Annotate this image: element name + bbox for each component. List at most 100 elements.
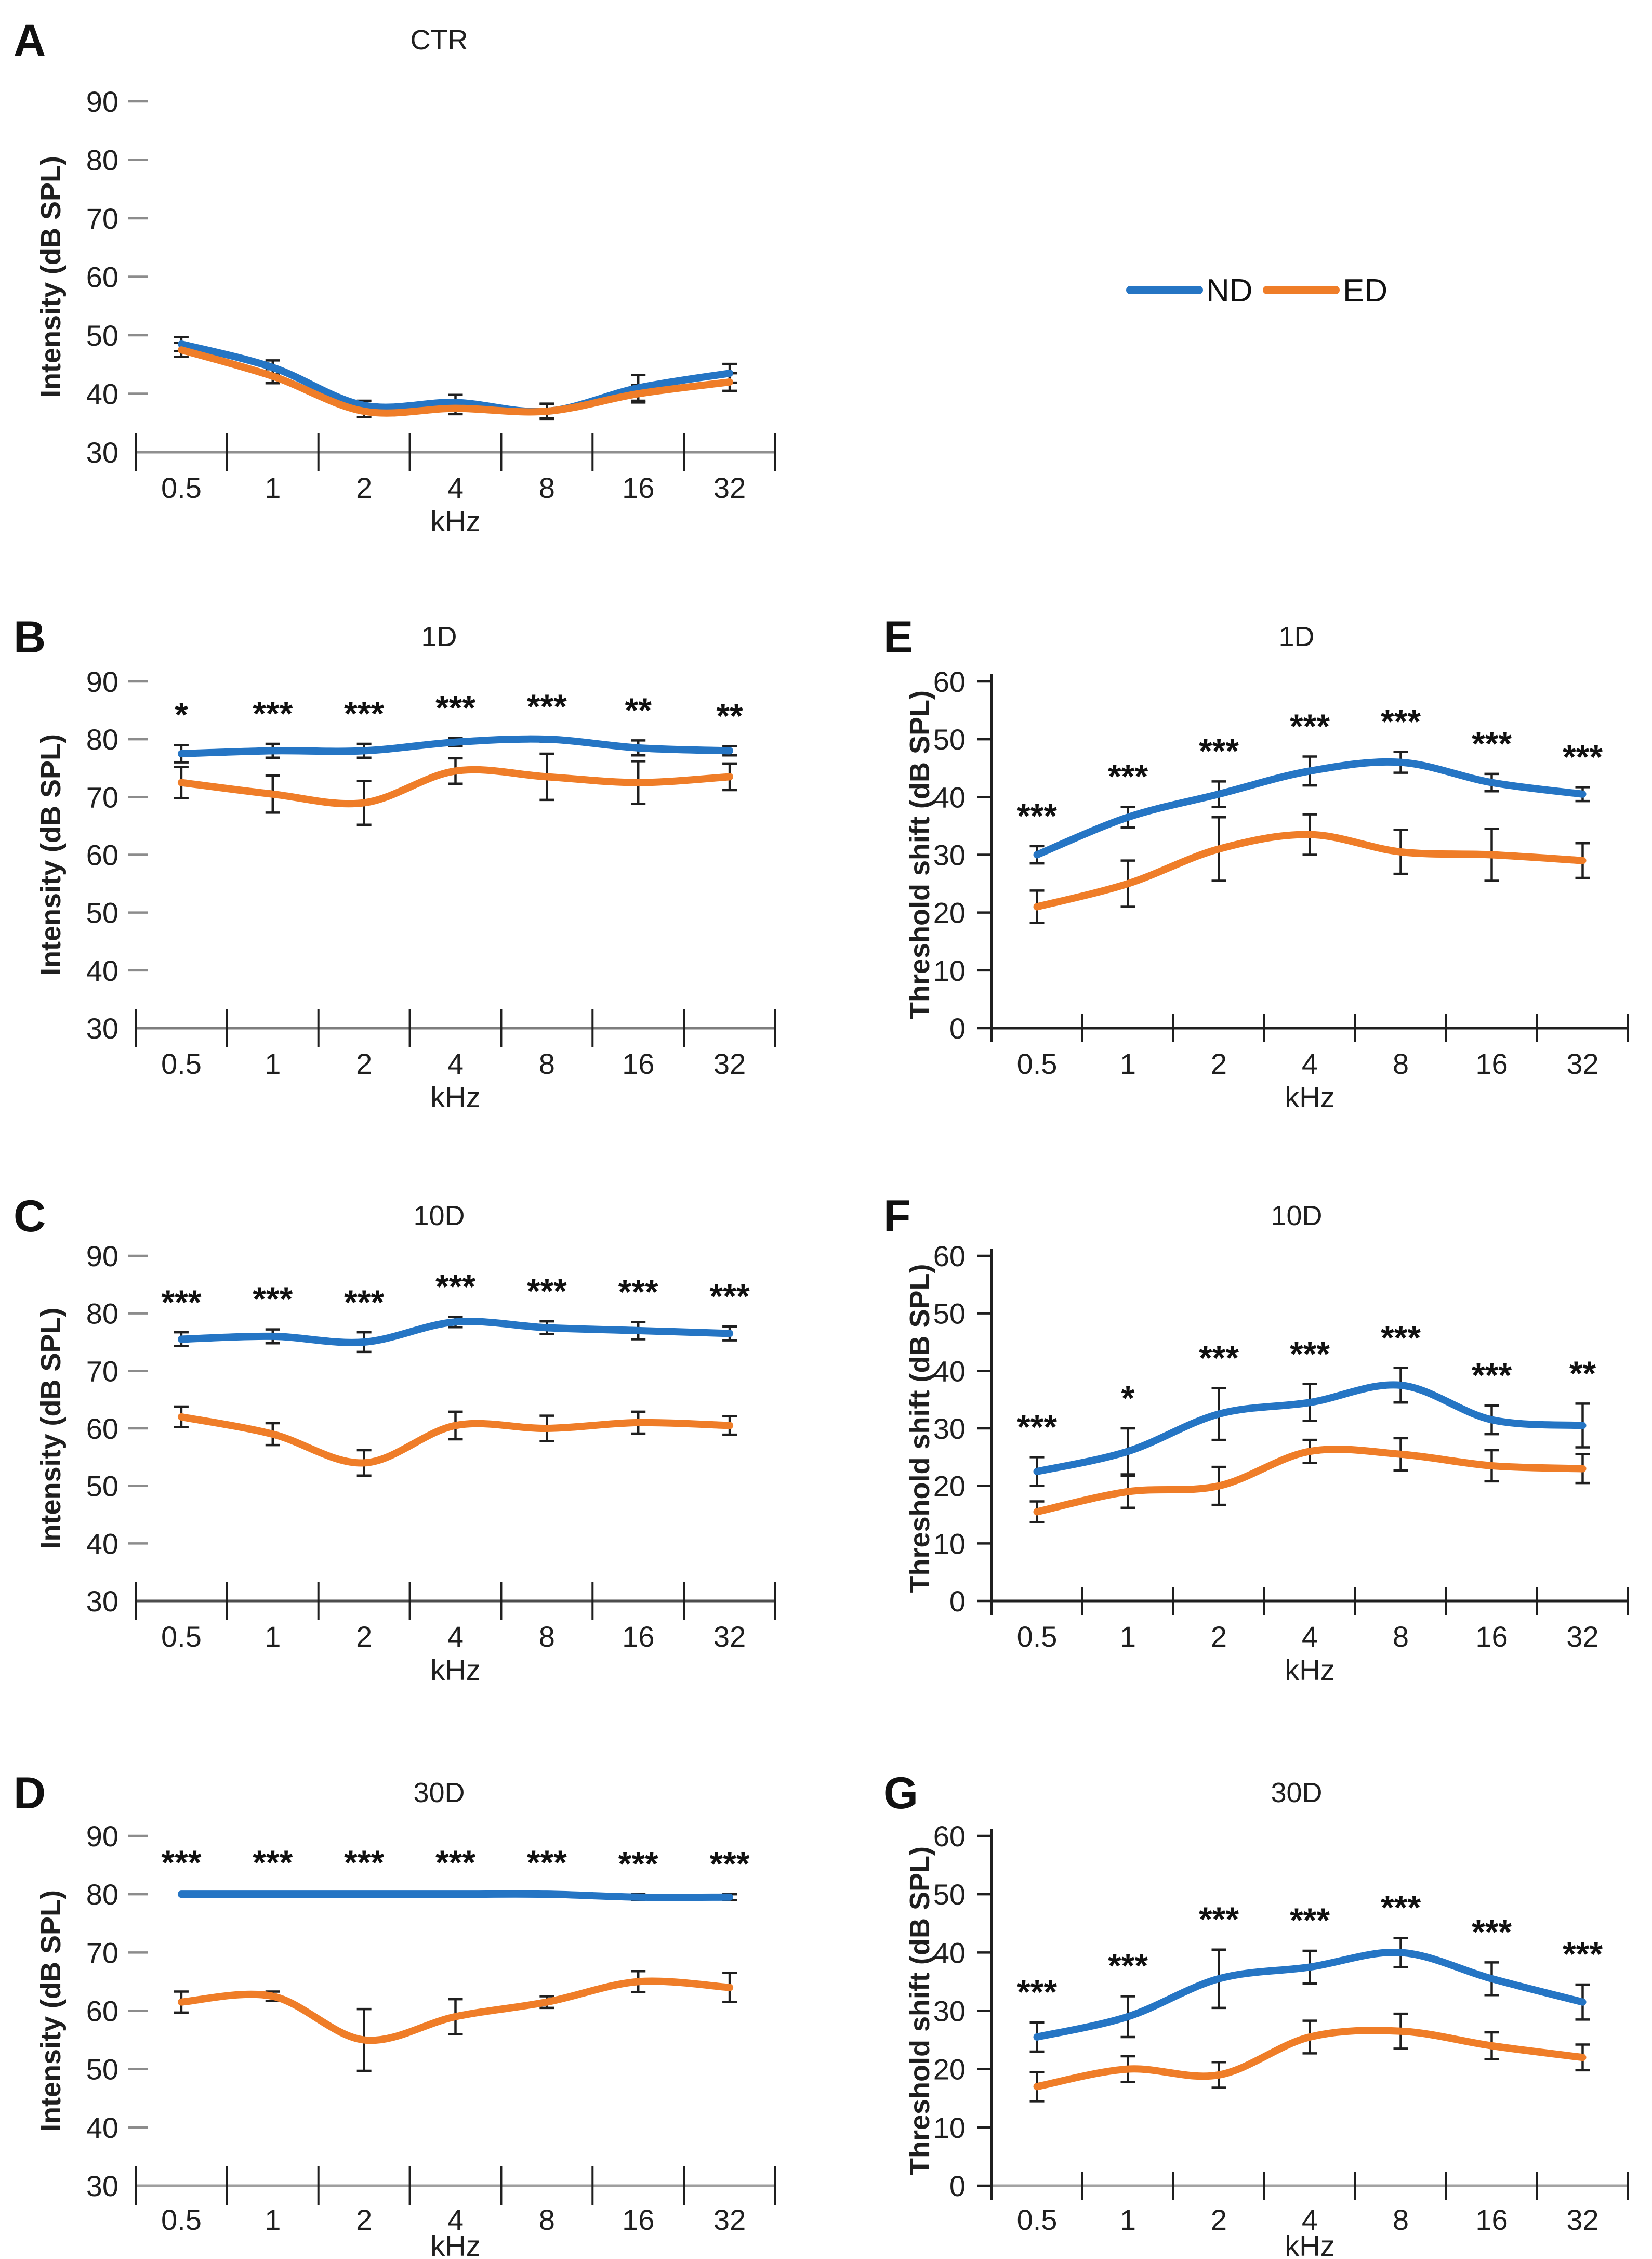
ed-line [177,1413,734,1467]
ed-line [1033,1446,1587,1516]
significance-stars: *** [527,1843,567,1882]
y-tick-label: 40 [933,781,966,813]
significance-stars: *** [1017,796,1057,835]
significance-stars: *** [1381,1318,1421,1357]
x-tick-label: 0.5 [1017,2203,1058,2236]
significance-stars: *** [1108,1947,1148,1985]
y-tick-label: 50 [933,723,966,756]
x-tick-label: 1 [265,1620,281,1653]
panel-letter-C: C [14,1191,46,1241]
ed-error-bars [174,1405,737,1477]
y-tick-label: 70 [86,1936,118,1969]
x-tick-label: 2 [1211,1047,1227,1080]
panel-title: 1D [421,621,457,652]
ed-error-bars [174,1969,737,2072]
x-tick-label: 4 [1302,2203,1318,2236]
y-tick-label: 60 [86,261,118,294]
x-tick-label: 32 [713,471,746,504]
y-tick-label: 50 [933,1297,966,1330]
x-tick-label: 32 [713,2203,746,2236]
x-tick-label: 0.5 [161,471,202,504]
significance-stars: *** [1563,1935,1603,1973]
y-tick-label: 30 [86,1012,118,1045]
x-tick-label: 1 [265,471,281,504]
x-tick-label: 4 [447,471,464,504]
x-tick-label: 8 [1393,1620,1409,1653]
x-axis-title: kHz [1285,1081,1334,1113]
y-tick-label: 70 [86,781,118,813]
x-tick-label: 4 [447,1047,464,1080]
x-tick-label: 1 [265,2203,281,2236]
y-tick-label: 60 [933,665,966,698]
x-tick-label: 16 [622,1047,654,1080]
significance-stars: *** [344,694,384,732]
y-tick-label: 10 [933,2111,966,2144]
y-tick-label: 30 [86,436,118,469]
nd-error-bars [1029,751,1590,865]
y-tick-label: 0 [949,2170,966,2202]
y-tick-label: 90 [86,85,118,118]
significance-stars: *** [527,687,567,726]
panel-B: B 1D 30 40 50 60 70 80 90 Intensity (dB SPL) 0.5 1 2… [14,612,776,1113]
significance-stars: *** [710,1277,750,1316]
significance-stars: *** [1381,1888,1421,1926]
y-tick-label: 0 [949,1012,966,1045]
x-tick-label: 32 [1566,2203,1598,2236]
significance-stars: *** [1108,757,1148,796]
ed-error-bars [1029,813,1590,924]
x-tick-label: 2 [1211,2203,1227,2236]
significance-stars: * [175,695,188,734]
x-axis-title: kHz [1285,1653,1334,1686]
ed-error-bars [1029,2012,1590,2103]
x-tick-label: 4 [1302,1620,1318,1653]
x-tick-label: 8 [1393,2203,1409,2236]
legend-label-ed: ED [1343,273,1387,309]
y-tick-label: 80 [86,1297,118,1330]
y-tick-label: 60 [933,1820,966,1853]
ed-line [177,1977,734,2044]
significance-stars: *** [1563,738,1603,776]
y-tick-label: 30 [933,1412,966,1445]
significance-stars: *** [1472,1356,1512,1394]
y-tick-label: 40 [933,1936,966,1969]
significance-stars: *** [1199,732,1239,770]
y-tick-label: 0 [949,1585,966,1618]
y-tick-label: 50 [86,2053,118,2086]
y-tick-label: 80 [86,723,118,756]
panel-A: A CTR 30 40 50 60 70 80 90 Intensity (dB SPL) 0.5 1… [14,16,776,537]
y-tick-label: 40 [86,378,118,411]
x-tick-label: 16 [622,471,654,504]
nd-line [177,735,734,757]
x-tick-label: 0.5 [1017,1047,1058,1080]
panel-title: 10D [413,1200,465,1231]
y-tick-label: 30 [86,2170,118,2202]
y-tick-label: 60 [933,1240,966,1272]
y-tick-label: 70 [86,202,118,235]
ed-line [177,346,734,417]
x-tick-label: 0.5 [1017,1620,1058,1653]
panel-C: C 10D 30 40 50 60 70 80 90 Intensity (dB SPL) 0.5 1… [14,1191,776,1686]
x-tick-label: 2 [356,1620,372,1653]
x-tick-label: 2 [1211,1620,1227,1653]
x-tick-label: 0.5 [161,2203,202,2236]
y-axis-title: Intensity (dB SPL) [35,734,67,976]
x-tick-label: 32 [713,1620,746,1653]
y-tick-label: 40 [86,954,118,987]
x-tick-label: 1 [1120,2203,1136,2236]
x-tick-label: 0.5 [161,1620,202,1653]
x-tick-label: 16 [622,1620,654,1653]
panel-letter-B: B [14,612,46,662]
x-tick-label: 16 [622,2203,654,2236]
ed-line [177,766,734,808]
significance-stars: ** [716,697,743,735]
x-tick-label: 2 [356,1047,372,1080]
legend-label-nd: ND [1206,273,1253,309]
significance-stars: *** [1017,1973,1057,2011]
y-tick-label: 70 [86,1355,118,1387]
significance-stars: ** [1569,1354,1596,1393]
panel-title: 10D [1271,1200,1322,1231]
y-tick-label: 20 [933,897,966,929]
